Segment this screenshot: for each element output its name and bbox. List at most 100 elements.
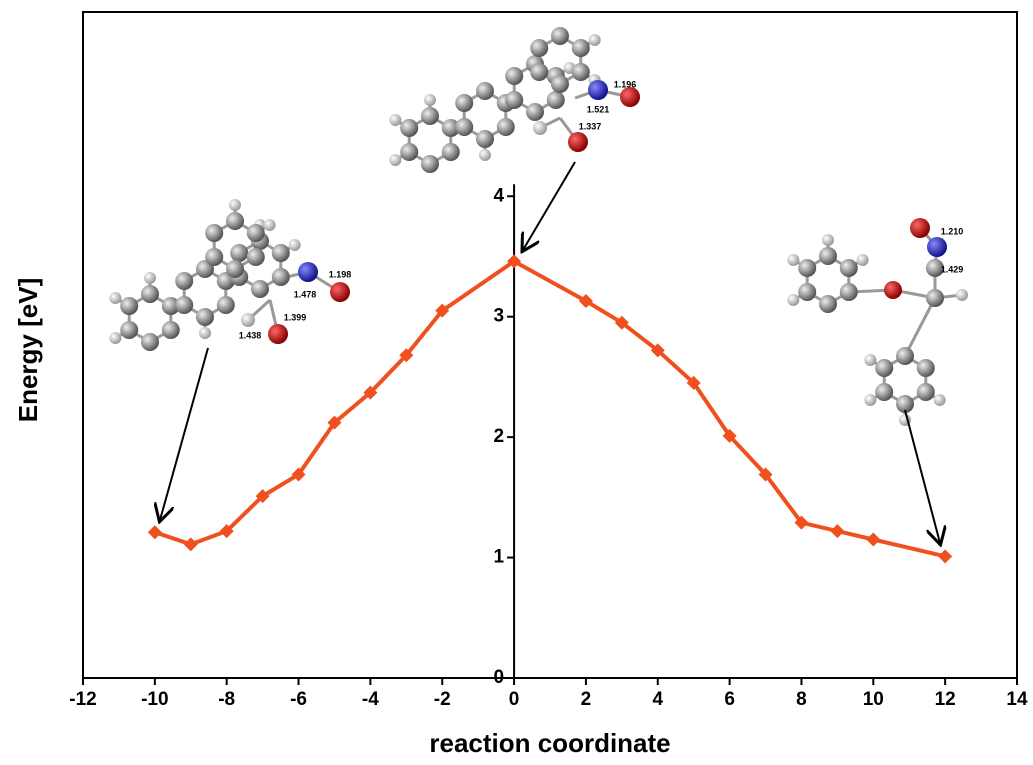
atom (497, 118, 515, 136)
atom (268, 324, 288, 344)
atom (551, 75, 569, 93)
atom (421, 107, 439, 125)
atom (927, 237, 947, 257)
atom (400, 143, 418, 161)
atom (400, 119, 418, 137)
atom (547, 91, 565, 109)
atom (476, 82, 494, 100)
atom (109, 292, 121, 304)
atom (205, 224, 223, 242)
x-tick-label: 4 (652, 689, 663, 710)
bond-length-label: 1.399 (284, 312, 307, 322)
atom (787, 294, 799, 306)
x-tick-label: 2 (581, 689, 592, 710)
plot-frame (83, 12, 1017, 678)
x-tick-label: 12 (935, 689, 956, 710)
atom (389, 114, 401, 126)
atom (917, 383, 935, 401)
atom (175, 296, 193, 314)
y-axis-label: Energy [eV] (13, 278, 43, 423)
atom (241, 313, 255, 327)
atom (875, 383, 893, 401)
atom (421, 155, 439, 173)
atom (141, 285, 159, 303)
data-point (148, 525, 162, 539)
atom (120, 321, 138, 339)
atom (857, 254, 869, 266)
atom (956, 289, 968, 301)
bond-length-label: 1.521 (587, 104, 610, 114)
arrow (160, 348, 208, 520)
atom (864, 394, 876, 406)
atom (926, 289, 944, 307)
atom (479, 149, 491, 161)
bond-length-label: 1.429 (941, 264, 964, 274)
atom (251, 280, 269, 298)
bond-length-label: 1.196 (614, 79, 637, 89)
atom (787, 254, 799, 266)
atom (819, 247, 837, 265)
atom (533, 121, 547, 135)
y-tick-label: 4 (493, 185, 504, 206)
atom (798, 259, 816, 277)
atom (289, 239, 301, 251)
atom (864, 354, 876, 366)
atom (588, 80, 608, 100)
x-tick-label: -4 (362, 689, 379, 710)
data-point (830, 524, 844, 538)
atom (934, 394, 946, 406)
atom (505, 67, 523, 85)
x-tick-label: 8 (796, 689, 807, 710)
chart: reaction coordinate Energy [eV] 1.1981.4… (0, 0, 1033, 760)
atom (526, 103, 544, 121)
atom (247, 224, 265, 242)
atom (822, 234, 834, 246)
bond-length-label: 1.210 (941, 226, 964, 236)
atom (819, 295, 837, 313)
atom (884, 281, 902, 299)
x-tick-label: -12 (69, 689, 96, 710)
atom (175, 272, 193, 290)
bond-length-label: 1.478 (294, 289, 317, 299)
atom (568, 132, 588, 152)
y-tick-label: 0 (493, 667, 504, 688)
atom (875, 359, 893, 377)
atom (272, 268, 290, 286)
bond-length-label: 1.337 (579, 121, 602, 131)
atom (205, 248, 223, 266)
atom (162, 321, 180, 339)
atom (226, 212, 244, 230)
atom (264, 219, 276, 231)
molecules (109, 27, 968, 426)
atom (572, 63, 590, 81)
x-tick-label: -6 (290, 689, 307, 710)
atom (141, 333, 159, 351)
atom (910, 218, 930, 238)
arrow (523, 162, 575, 250)
y-tick-label: 2 (493, 426, 504, 447)
atom (476, 130, 494, 148)
atom (798, 283, 816, 301)
x-tick-label: -2 (434, 689, 451, 710)
atom (196, 308, 214, 326)
atom (217, 296, 235, 314)
atom (455, 94, 473, 112)
atom (551, 27, 569, 45)
atom (389, 154, 401, 166)
atom (229, 199, 241, 211)
atom (298, 262, 318, 282)
atom (620, 87, 640, 107)
atom (330, 282, 350, 302)
atom (455, 118, 473, 136)
x-tick-label: -10 (141, 689, 168, 710)
atom (896, 347, 914, 365)
bond-length-label: 1.198 (329, 269, 352, 279)
atom (230, 244, 248, 262)
atom (589, 34, 601, 46)
arrow (905, 410, 940, 543)
atom (917, 359, 935, 377)
atom (199, 327, 211, 339)
atom (442, 143, 460, 161)
data-point (866, 533, 880, 547)
x-tick-label: -8 (218, 689, 235, 710)
